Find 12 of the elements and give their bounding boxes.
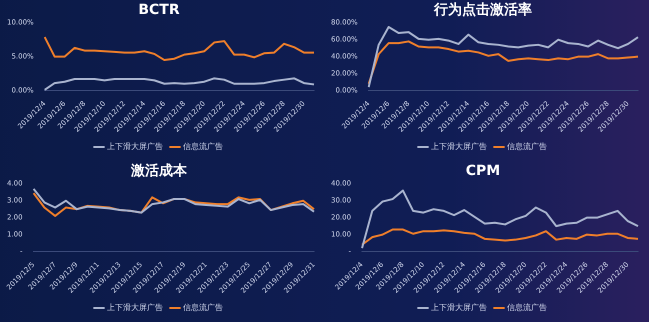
legend-label: 信息流广告 [507, 303, 547, 312]
legend-label: 信息流广告 [507, 142, 547, 152]
legend-label: 信息流广告 [183, 142, 223, 152]
chart-title: 行为点击激活率 [433, 1, 532, 18]
chart-title: 激活成本 [130, 163, 188, 180]
legend-label: 上下滑大屏广告 [431, 303, 487, 312]
legend-label: 信息流广告 [183, 303, 223, 312]
legend-label: 上下滑大屏广告 [107, 303, 163, 312]
chart-title: BCTR [138, 2, 180, 18]
legend-label: 上下滑大屏广告 [431, 142, 487, 152]
legend-label: 上下滑大屏广告 [107, 142, 163, 152]
chart-title: CPM [466, 163, 500, 180]
